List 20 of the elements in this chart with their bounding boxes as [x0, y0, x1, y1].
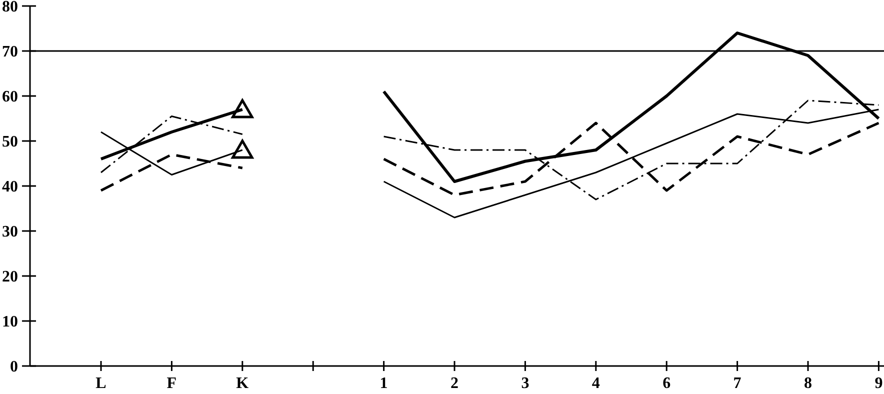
y-tick-label: 70	[2, 44, 18, 61]
y-tick-label: 50	[2, 134, 18, 151]
x-tick-label: 4	[592, 375, 600, 392]
y-tick-label: 80	[2, 0, 18, 16]
y-tick-label: 0	[10, 358, 18, 376]
x-tick-label: 7	[733, 375, 742, 392]
x-tick-label: 2	[450, 375, 458, 392]
x-tick-label: 8	[804, 375, 812, 392]
y-tick-label: 20	[2, 268, 18, 286]
x-tick-label: K	[236, 375, 250, 392]
x-tick-label: F	[166, 375, 177, 392]
x-tick-label: 3	[521, 375, 530, 392]
x-tick-label: L	[96, 375, 106, 392]
y-tick-label: 10	[2, 314, 18, 331]
y-tick-label: 40	[2, 178, 18, 196]
x-tick-label: 1	[380, 375, 388, 392]
y-tick-label: 30	[2, 224, 18, 241]
x-tick-label: 9	[874, 375, 883, 392]
y-tick-label: 60	[2, 88, 18, 106]
x-tick-label: 6	[662, 375, 671, 392]
